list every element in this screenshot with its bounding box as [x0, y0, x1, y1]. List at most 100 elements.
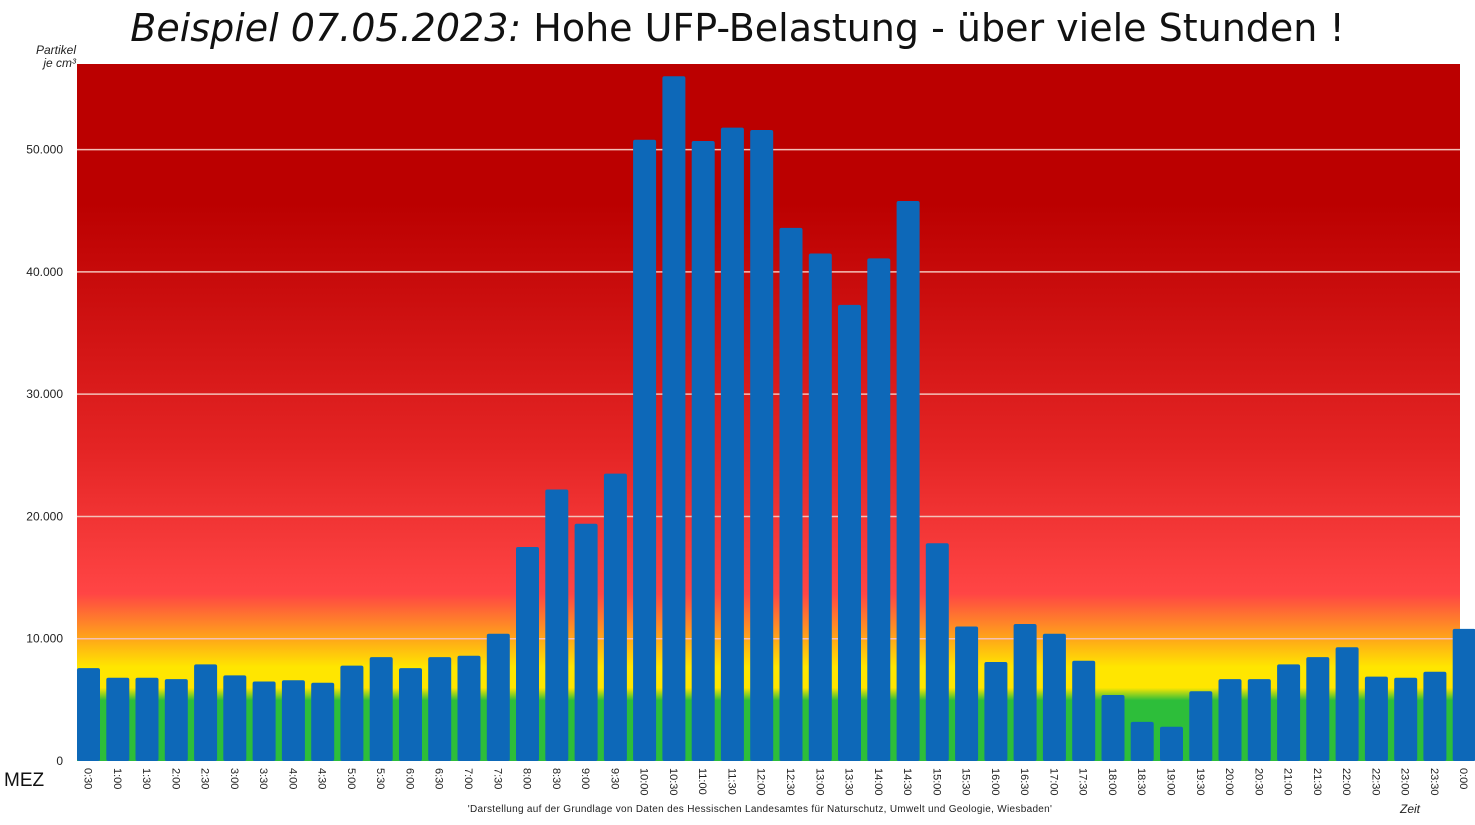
x-tick-label: 7:00 — [462, 768, 474, 789]
bar-13-00 — [808, 253, 832, 761]
x-tick-label: 11:30 — [725, 768, 737, 795]
y-tick-label: 0 — [56, 754, 63, 768]
bar-14-00 — [867, 258, 891, 761]
bar-2-00 — [164, 679, 188, 761]
x-tick-label: 10:30 — [667, 768, 679, 796]
bar-16-30 — [1013, 624, 1037, 761]
bar-16-00 — [984, 662, 1008, 761]
x-tick-label: 19:00 — [1165, 768, 1177, 796]
x-tick-label: 8:00 — [521, 768, 533, 789]
bar-15-30 — [955, 626, 979, 761]
bar-11-30 — [720, 127, 744, 762]
x-tick-label: 20:00 — [1223, 768, 1235, 796]
bar-19-30 — [1189, 691, 1213, 761]
y-tick-label: 20.000 — [26, 509, 63, 523]
bar-20-00 — [1218, 679, 1242, 761]
bar-21-00 — [1277, 664, 1301, 761]
chart-title-rest: Hohe UFP-Belastung - über viele Stunden … — [521, 6, 1345, 50]
x-tick-label: 1:30 — [140, 768, 152, 789]
x-tick-label: 22:30 — [1369, 768, 1381, 796]
x-tick-label: 17:30 — [1077, 768, 1089, 796]
x-tick-label: 16:00 — [989, 768, 1001, 796]
bar-6-30 — [428, 657, 452, 761]
bar-5-00 — [340, 665, 364, 761]
x-tick-label: 13:00 — [813, 768, 825, 796]
x-tick-label: 13:30 — [843, 768, 855, 796]
bar-0-00 — [1452, 628, 1475, 761]
x-tick-label: 18:00 — [1106, 768, 1118, 796]
y-tick-label: 40.000 — [26, 265, 63, 279]
bar-2-30 — [194, 664, 218, 761]
bar-21-30 — [1306, 657, 1330, 761]
x-tick-label: 17:00 — [1047, 768, 1059, 796]
x-tick-label: 12:30 — [784, 768, 796, 796]
y-tick-label: 50.000 — [26, 143, 63, 157]
bar-12-30 — [779, 227, 803, 761]
chart-title-italic: Beispiel 07.05.2023: — [130, 6, 522, 50]
bar-14-30 — [896, 201, 920, 761]
bar-19-00 — [1160, 726, 1183, 761]
y-tick-label: 30.000 — [26, 387, 63, 401]
bar-22-30 — [1364, 676, 1388, 761]
x-tick-label: 9:00 — [579, 768, 591, 789]
x-tick-label: 4:00 — [286, 768, 298, 789]
source-note: 'Darstellung auf der Grundlage von Daten… — [467, 804, 1053, 815]
bar-9-30 — [603, 473, 627, 761]
x-tick-label: 14:00 — [872, 768, 884, 796]
x-tick-label: 10:00 — [638, 768, 650, 796]
x-tick-label: 4:30 — [316, 768, 328, 789]
x-tick-label: 6:30 — [433, 768, 445, 789]
bar-1-00 — [106, 677, 130, 761]
y-axis-unit-line1: Partikel — [35, 43, 76, 57]
x-tick-label: 15:30 — [960, 768, 972, 796]
bar-17-00 — [1042, 633, 1066, 761]
x-tick-label: 5:30 — [374, 768, 386, 789]
x-tick-label: 3:00 — [228, 768, 240, 789]
x-tick-label: 16:30 — [1018, 768, 1030, 796]
x-tick-label: 1:00 — [111, 768, 123, 789]
bar-13-30 — [838, 304, 861, 761]
x-tick-label: 6:00 — [404, 768, 416, 789]
x-tick-labels: 0:30 1:00 1:30 2:00 2:30 3:00 3:30 4:00 4:30 5:00… — [82, 768, 1470, 796]
bar-20-30 — [1247, 679, 1271, 761]
bar-4-30 — [311, 682, 335, 761]
x-tick-label: 14:30 — [901, 768, 913, 796]
bar-4-00 — [281, 680, 305, 761]
x-tick-label: 3:30 — [257, 768, 269, 789]
x-axis-label: Zeit — [1400, 802, 1421, 816]
bar-18-30 — [1130, 721, 1154, 761]
bar-22-00 — [1335, 647, 1359, 761]
x-tick-label: 22:00 — [1340, 768, 1352, 796]
bar-7-30 — [486, 633, 510, 761]
x-tick-label: 2:00 — [169, 768, 181, 789]
bar-17-30 — [1072, 660, 1096, 761]
bar-11-00 — [691, 141, 715, 761]
bar-6-00 — [399, 668, 422, 761]
x-tick-label: 5:00 — [345, 768, 357, 789]
x-tick-label: 19:30 — [1194, 768, 1206, 796]
bar-3-00 — [223, 675, 247, 761]
bar-1-30 — [135, 677, 159, 761]
x-tick-label: 23:30 — [1428, 768, 1440, 796]
x-tick-label: 18:30 — [1135, 768, 1147, 796]
y-tick-label: 10.000 — [26, 632, 63, 646]
bar-23-00 — [1394, 677, 1418, 761]
bars — [77, 76, 1475, 762]
x-tick-label: 2:30 — [199, 768, 211, 789]
bar-5-30 — [369, 657, 393, 761]
x-tick-label: 0:30 — [82, 768, 94, 789]
x-tick-label: 12:00 — [755, 768, 767, 796]
bar-9-00 — [574, 523, 598, 761]
x-tick-label: 15:00 — [930, 768, 942, 796]
x-tick-label: 21:00 — [1282, 768, 1294, 796]
y-axis-unit-line2: je cm³ — [43, 56, 76, 70]
bar-7-00 — [457, 655, 481, 761]
x-tick-label: 8:30 — [550, 768, 562, 789]
bar-23-30 — [1423, 671, 1447, 761]
y-tick-labels: 0 10.000 20.000 30.000 40.000 50.000 — [26, 143, 63, 768]
chart-title: Beispiel 07.05.2023: Hohe UFP-Belastung … — [0, 6, 1475, 50]
bar-10-30 — [662, 76, 686, 761]
bar-0-30 — [77, 668, 100, 761]
x-tick-label: 9:30 — [608, 768, 620, 789]
